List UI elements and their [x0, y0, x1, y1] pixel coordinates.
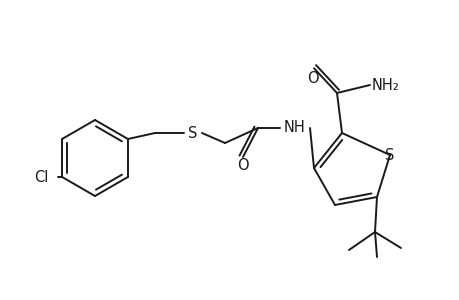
Text: NH: NH [284, 121, 305, 136]
Text: O: O [307, 70, 318, 86]
Text: Cl: Cl [34, 169, 48, 184]
Text: NH₂: NH₂ [371, 77, 399, 92]
Text: O: O [237, 158, 248, 172]
Text: S: S [385, 148, 394, 163]
Text: S: S [188, 125, 197, 140]
